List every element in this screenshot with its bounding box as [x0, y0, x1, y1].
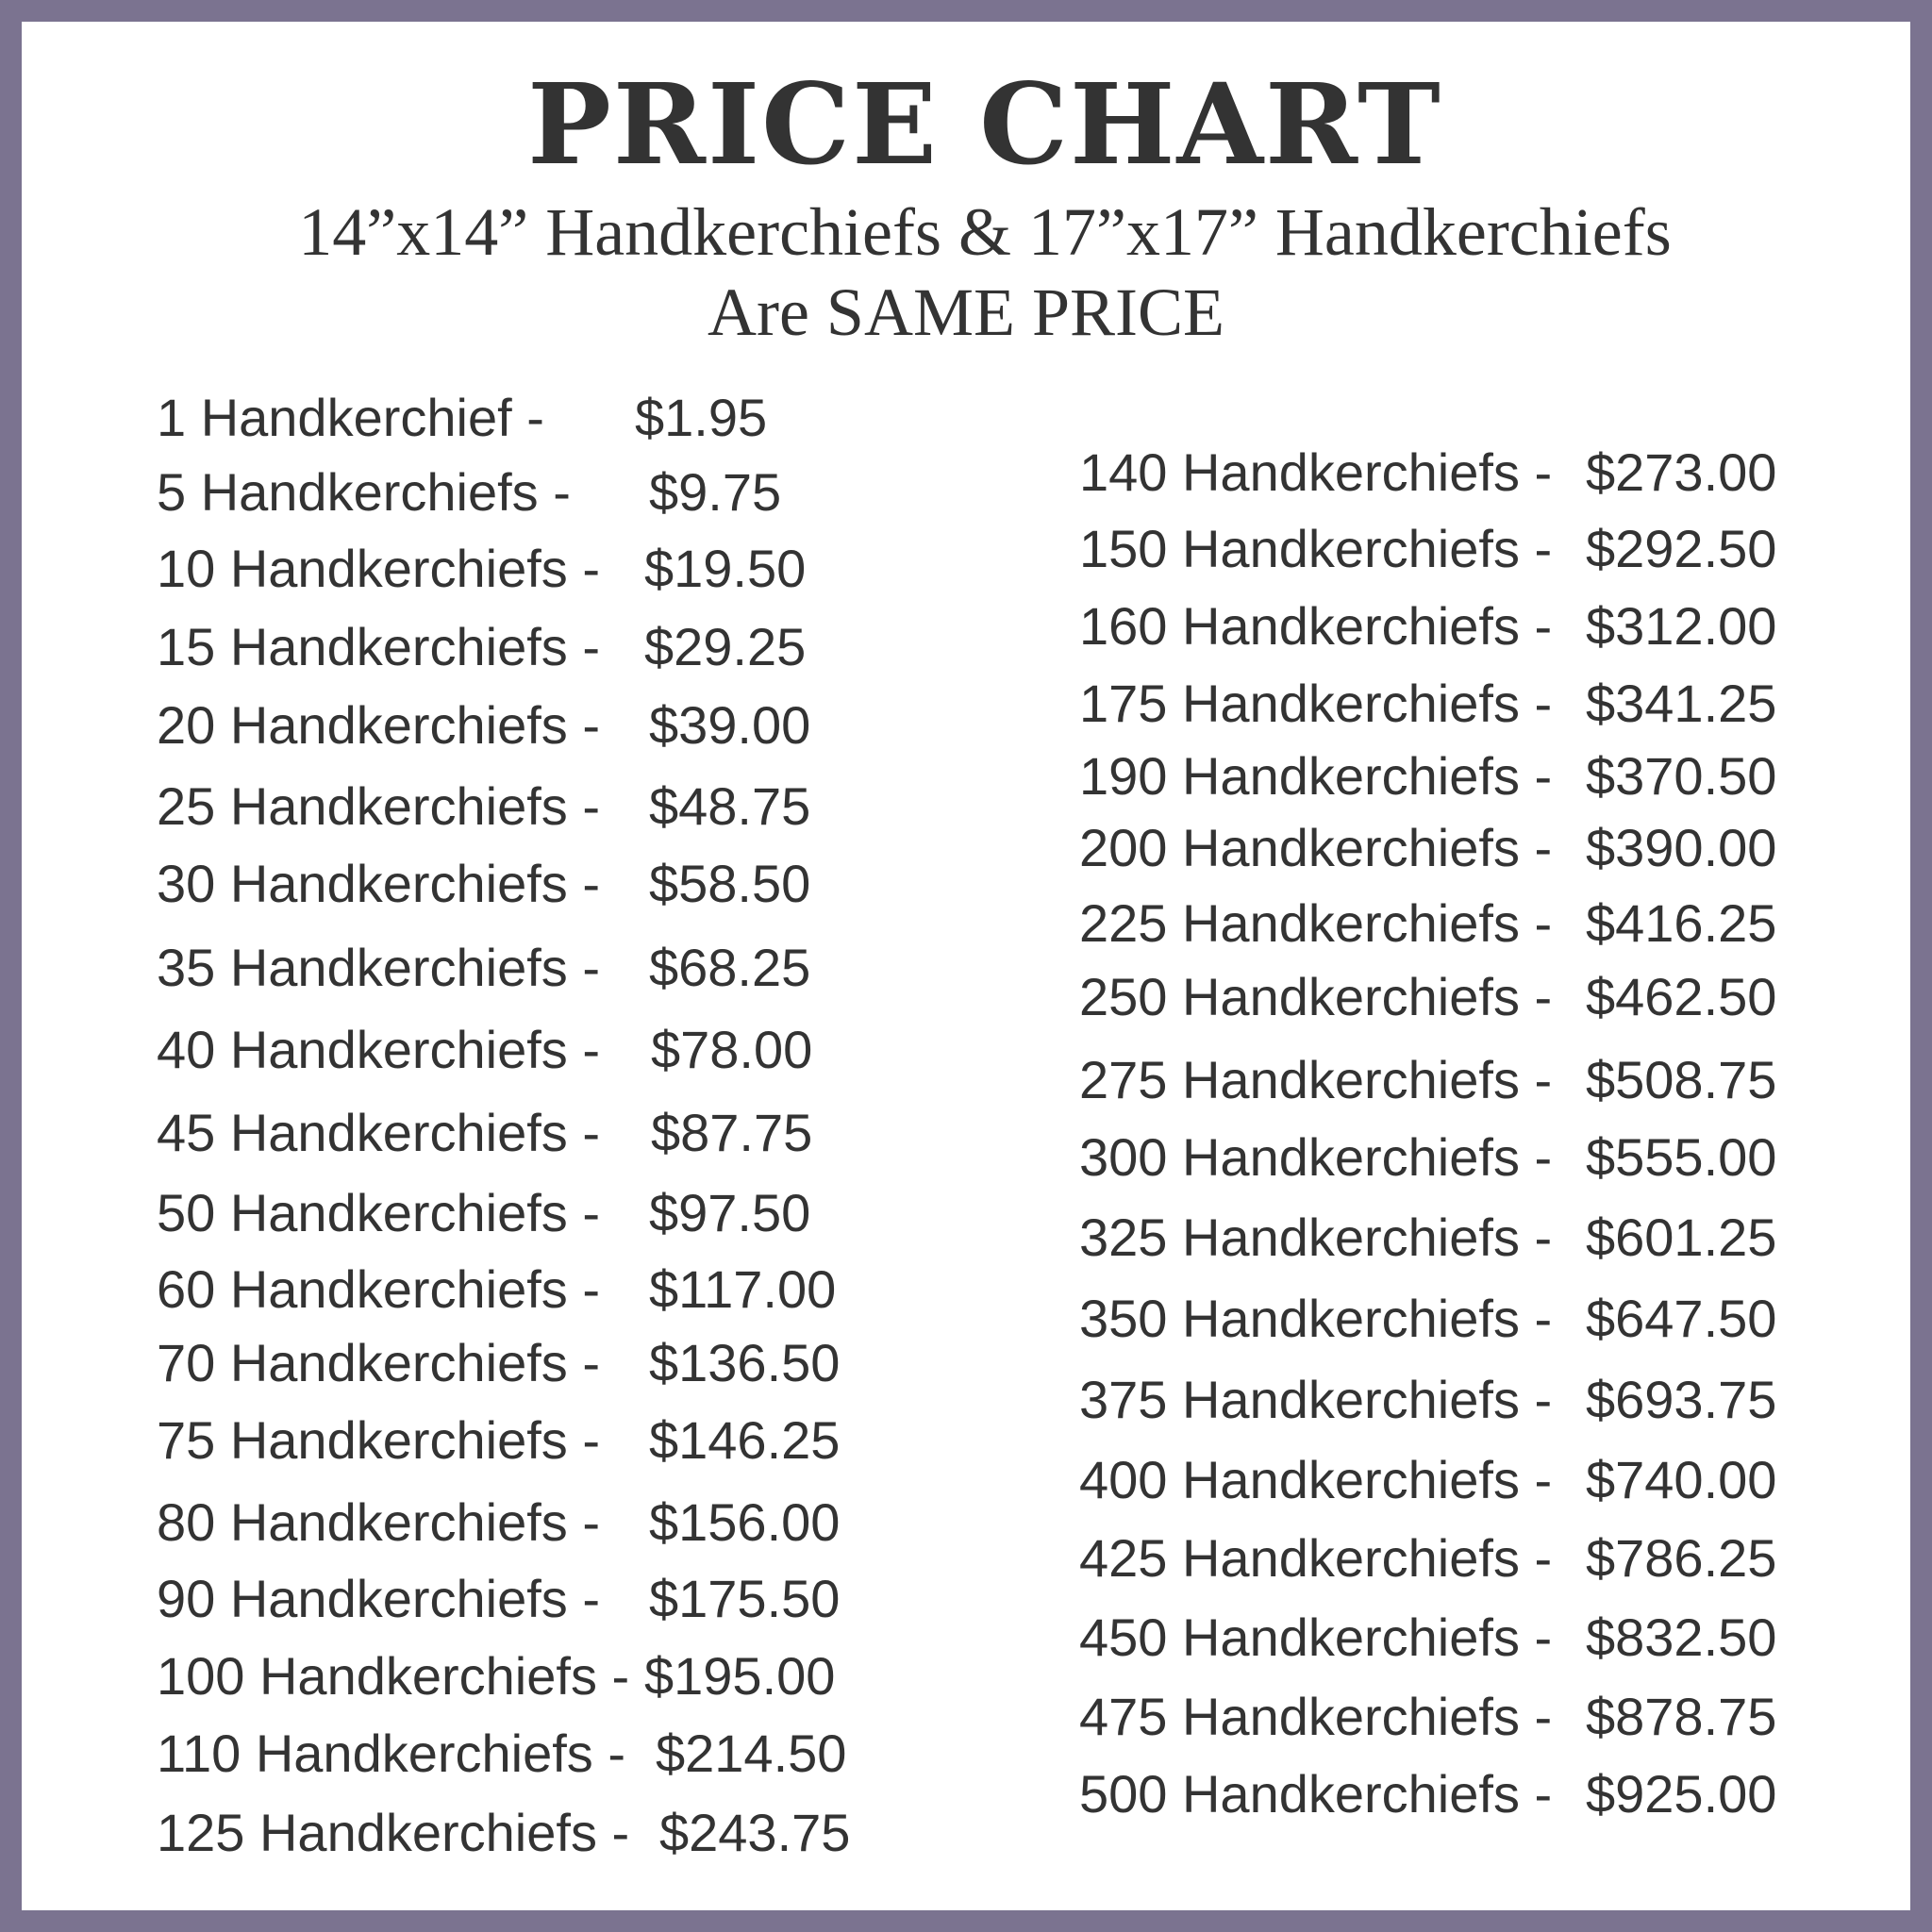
price-row-qty: 150 Handkerchiefs -: [1079, 519, 1553, 578]
price-row-price: $312.00: [1586, 596, 1777, 656]
price-row-price: $341.25: [1586, 674, 1777, 733]
price-row-price: $416.25: [1586, 893, 1777, 953]
price-row-qty: 475 Handkerchiefs -: [1079, 1687, 1553, 1746]
price-row-qty: 60 Handkerchiefs -: [157, 1259, 601, 1319]
price-row-qty: 15 Handkerchiefs -: [157, 617, 601, 676]
price-row-qty: 160 Handkerchiefs -: [1079, 596, 1553, 656]
price-row-price: $462.50: [1586, 967, 1777, 1026]
price-row-qty: 35 Handkerchiefs -: [157, 938, 601, 997]
price-row-qty: 1 Handkerchief -: [157, 388, 544, 447]
price-row-qty: 50 Handkerchiefs -: [157, 1183, 601, 1242]
price-row-qty: 225 Handkerchiefs -: [1079, 893, 1553, 953]
price-row-price: $925.00: [1586, 1764, 1777, 1824]
price-row-qty: 200 Handkerchiefs -: [1079, 818, 1553, 877]
price-row-qty: 80 Handkerchiefs -: [157, 1492, 601, 1552]
price-row-price: $832.50: [1586, 1607, 1777, 1667]
price-row-qty: 250 Handkerchiefs -: [1079, 967, 1553, 1026]
price-row-price: $1.95: [635, 388, 768, 447]
price-row-price: $48.75: [649, 776, 811, 836]
price-row-price: $156.00: [649, 1492, 841, 1552]
price-row-price: $878.75: [1586, 1687, 1777, 1746]
price-row-qty: 70 Handkerchiefs -: [157, 1333, 601, 1392]
price-row-qty: 275 Handkerchiefs -: [1079, 1050, 1553, 1109]
price-row-price: $740.00: [1586, 1450, 1777, 1509]
price-row-price: $370.50: [1586, 746, 1777, 806]
subtitle-same-price: Are SAME PRICE: [707, 275, 1224, 350]
price-row-qty: 300 Handkerchiefs -: [1079, 1127, 1553, 1187]
price-row-qty: 110 Handkerchiefs -: [157, 1724, 625, 1783]
price-row-qty: 40 Handkerchiefs -: [157, 1020, 601, 1079]
price-row-price: $58.50: [649, 854, 811, 913]
price-row-price: $117.00: [649, 1259, 837, 1319]
subtitle-sizes: 14”x14” Handkerchiefs & 17”x17” Handkerc…: [298, 194, 1672, 270]
price-row-qty: 100 Handkerchiefs -: [157, 1646, 630, 1706]
price-row-price: $78.00: [651, 1020, 813, 1079]
price-row-qty: 425 Handkerchiefs -: [1079, 1528, 1553, 1588]
page-title: PRICE CHART: [527, 58, 1442, 190]
price-row-price: $601.25: [1586, 1208, 1777, 1267]
price-row-qty: 325 Handkerchiefs -: [1079, 1208, 1553, 1267]
price-row-qty: 350 Handkerchiefs -: [1079, 1289, 1553, 1348]
price-row-qty: 140 Handkerchiefs -: [1079, 442, 1553, 502]
price-row-price: $693.75: [1586, 1370, 1777, 1429]
price-row-price: $555.00: [1586, 1127, 1777, 1187]
price-row-price: $786.25: [1586, 1528, 1777, 1588]
price-row-qty: 500 Handkerchiefs -: [1079, 1764, 1553, 1824]
price-row-qty: 30 Handkerchiefs -: [157, 854, 601, 913]
price-row-price: $214.50: [656, 1724, 847, 1783]
price-row-price: $39.00: [649, 695, 811, 755]
price-row-qty: 90 Handkerchiefs -: [157, 1569, 601, 1628]
price-row-price: $195.00: [644, 1646, 836, 1706]
price-row-price: $87.75: [651, 1103, 813, 1162]
price-row-price: $647.50: [1586, 1289, 1777, 1348]
price-row-qty: 400 Handkerchiefs -: [1079, 1450, 1553, 1509]
price-row-price: $508.75: [1586, 1050, 1777, 1109]
price-row-price: $146.25: [649, 1410, 841, 1470]
price-row-price: $390.00: [1586, 818, 1777, 877]
price-row-qty: 75 Handkerchiefs -: [157, 1410, 601, 1470]
price-row-price: $9.75: [649, 462, 782, 522]
price-row-price: $68.25: [649, 938, 811, 997]
price-row-qty: 190 Handkerchiefs -: [1079, 746, 1553, 806]
price-row-price: $292.50: [1586, 519, 1777, 578]
price-row-price: $273.00: [1586, 442, 1777, 502]
price-row-qty: 45 Handkerchiefs -: [157, 1103, 601, 1162]
price-row-qty: 375 Handkerchiefs -: [1079, 1370, 1553, 1429]
price-row-price: $19.50: [644, 539, 807, 598]
price-row-qty: 20 Handkerchiefs -: [157, 695, 601, 755]
price-row-price: $136.50: [649, 1333, 841, 1392]
price-row-qty: 175 Handkerchiefs -: [1079, 674, 1553, 733]
price-row-price: $243.75: [659, 1803, 851, 1862]
price-row-qty: 5 Handkerchiefs -: [157, 462, 571, 522]
price-row-qty: 25 Handkerchiefs -: [157, 776, 601, 836]
price-row-qty: 450 Handkerchiefs -: [1079, 1607, 1553, 1667]
price-row-qty: 125 Handkerchiefs -: [157, 1803, 630, 1862]
price-row-price: $97.50: [649, 1183, 811, 1242]
price-sheet: [22, 22, 1910, 1910]
price-row-qty: 10 Handkerchiefs -: [157, 539, 601, 598]
price-row-price: $29.25: [644, 617, 807, 676]
price-row-price: $175.50: [649, 1569, 841, 1628]
